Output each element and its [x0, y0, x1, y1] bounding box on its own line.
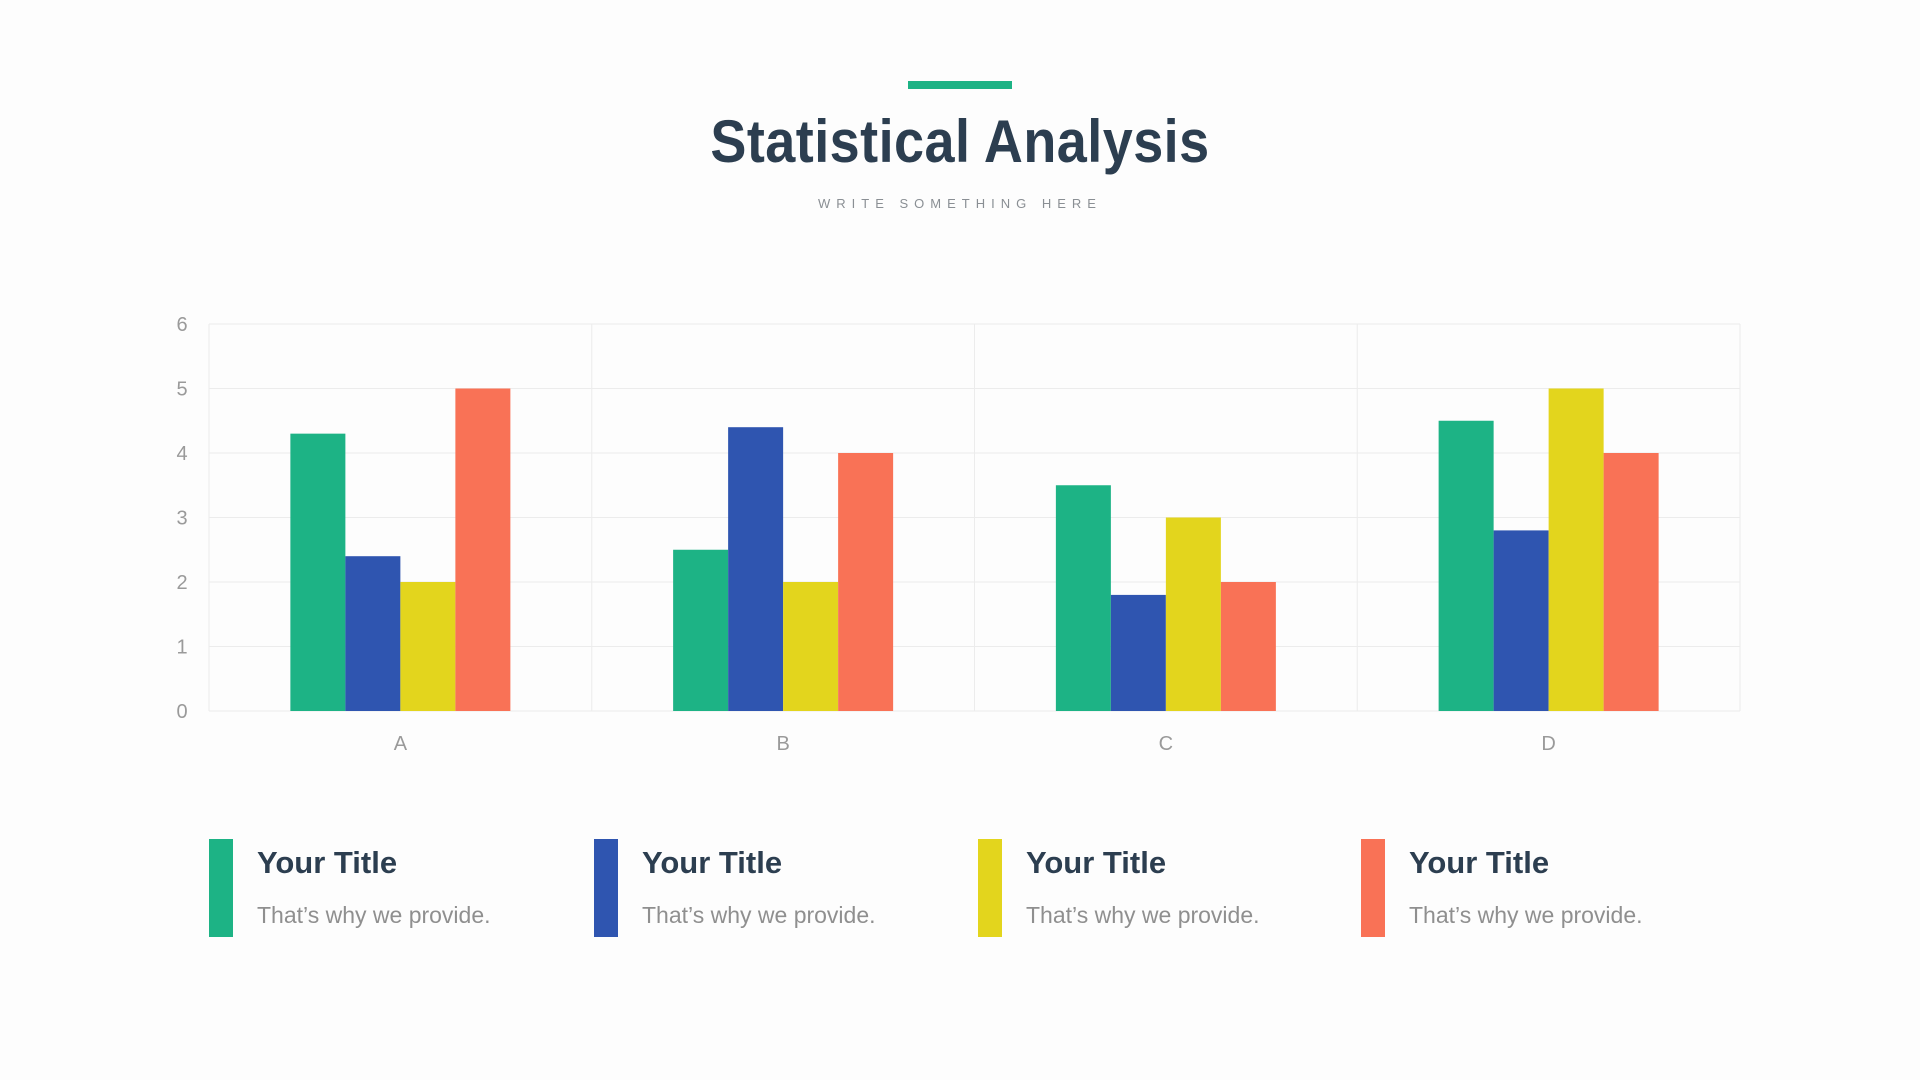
bar-a-series-2 [345, 556, 401, 711]
legend-title-3: Your Title [1026, 845, 1167, 880]
y-tick-label: 4 [176, 443, 187, 465]
x-axis: A B C D [394, 733, 1556, 755]
legend-item-3: Your Title That’s why we provide. [978, 839, 1328, 939]
bar-b-series-2 [728, 427, 784, 711]
legend-swatch-1 [209, 839, 233, 937]
bar-b-series-1 [673, 549, 729, 711]
y-tick-label: 3 [176, 508, 187, 530]
legend-swatch-3 [978, 839, 1002, 937]
bar-series [290, 388, 1659, 711]
bar-b-series-4 [838, 453, 894, 711]
y-tick-label: 0 [176, 701, 187, 723]
y-axis: 0 1 2 3 4 5 6 [176, 314, 187, 723]
page-subtitle: WRITE SOMETHING HERE [818, 196, 1102, 211]
x-tick-label: D [1541, 733, 1555, 755]
legend-swatch-4 [1361, 839, 1385, 937]
x-tick-label: B [776, 733, 789, 755]
legend-item-2: Your Title That’s why we provide. [594, 839, 944, 939]
y-tick-label: 6 [176, 314, 187, 336]
legend-desc-4: That’s why we provide. [1409, 902, 1643, 928]
legend-desc-2: That’s why we provide. [642, 902, 876, 928]
y-tick-label: 1 [176, 637, 187, 659]
bar-c-series-3 [1165, 517, 1221, 711]
legend-swatch-2 [594, 839, 618, 937]
x-tick-label: A [394, 733, 408, 755]
bar-c-series-1 [1055, 485, 1111, 711]
x-tick-label: C [1159, 733, 1173, 755]
bar-d-series-2 [1493, 530, 1549, 711]
bar-b-series-3 [783, 582, 839, 711]
bar-c-series-2 [1110, 594, 1166, 711]
bar-a-series-4 [455, 388, 511, 711]
y-tick-label: 2 [176, 572, 187, 594]
legend-desc-1: That’s why we provide. [257, 902, 491, 928]
legend-title-4: Your Title [1409, 845, 1550, 880]
bar-a-series-1 [290, 433, 346, 711]
title-accent-bar [908, 81, 1012, 89]
bar-d-series-1 [1438, 420, 1494, 711]
legend-desc-3: That’s why we provide. [1026, 902, 1260, 928]
bar-d-series-3 [1548, 388, 1604, 711]
page-title: Statistical Analysis [710, 108, 1210, 175]
bar-d-series-4 [1603, 453, 1659, 711]
bar-c-series-4 [1220, 582, 1276, 711]
legend-title-1: Your Title [257, 845, 398, 880]
legend-item-4: Your Title That’s why we provide. [1361, 839, 1711, 939]
legend-item-1: Your Title That’s why we provide. [209, 839, 559, 939]
legend-title-2: Your Title [642, 845, 783, 880]
y-tick-label: 5 [176, 379, 187, 401]
bar-a-series-3 [400, 582, 456, 711]
